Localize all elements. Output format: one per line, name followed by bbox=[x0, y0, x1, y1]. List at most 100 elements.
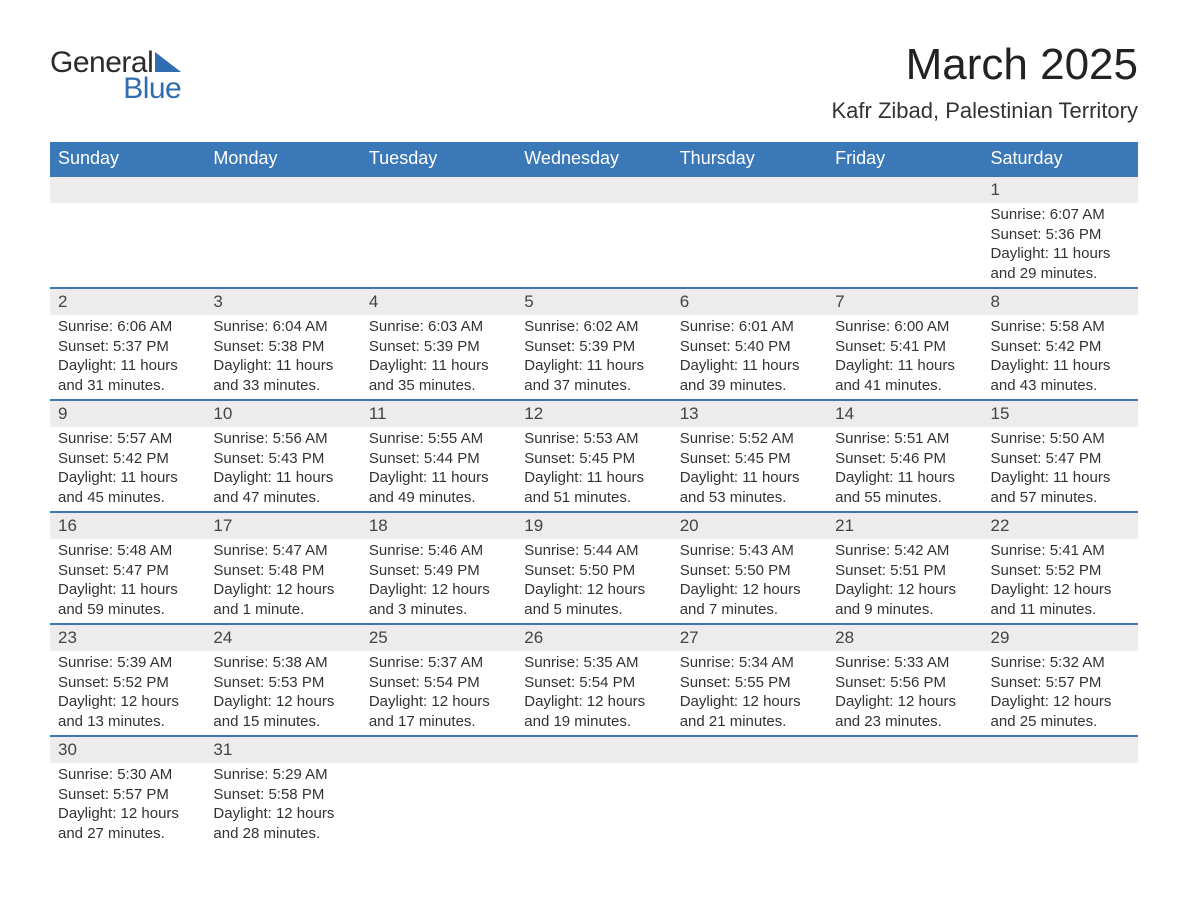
sunset-text: Sunset: 5:58 PM bbox=[213, 785, 352, 805]
daylight-text: Daylight: 11 hours and 51 minutes. bbox=[524, 468, 663, 507]
day-detail-cell: Sunrise: 5:37 AMSunset: 5:54 PMDaylight:… bbox=[361, 651, 516, 736]
day-number-cell bbox=[361, 176, 516, 203]
day-number: 10 bbox=[213, 404, 232, 423]
day-detail-cell: Sunrise: 6:04 AMSunset: 5:38 PMDaylight:… bbox=[205, 315, 360, 400]
day-detail-cell: Sunrise: 5:55 AMSunset: 5:44 PMDaylight:… bbox=[361, 427, 516, 512]
sunset-text: Sunset: 5:52 PM bbox=[58, 673, 197, 693]
day-number: 31 bbox=[213, 740, 232, 759]
day-number: 29 bbox=[991, 628, 1010, 647]
sunset-text: Sunset: 5:47 PM bbox=[991, 449, 1130, 469]
daylight-text: Daylight: 11 hours and 35 minutes. bbox=[369, 356, 508, 395]
daylight-text: Daylight: 12 hours and 7 minutes. bbox=[680, 580, 819, 619]
day-detail-cell: Sunrise: 5:57 AMSunset: 5:42 PMDaylight:… bbox=[50, 427, 205, 512]
daynum-row: 9101112131415 bbox=[50, 400, 1138, 427]
day-number-cell bbox=[516, 736, 671, 763]
day-number: 26 bbox=[524, 628, 543, 647]
sunset-text: Sunset: 5:49 PM bbox=[369, 561, 508, 581]
day-number-cell: 3 bbox=[205, 288, 360, 315]
day-number-cell bbox=[672, 736, 827, 763]
day-detail-cell bbox=[983, 763, 1138, 847]
sunset-text: Sunset: 5:37 PM bbox=[58, 337, 197, 357]
day-detail-cell: Sunrise: 5:56 AMSunset: 5:43 PMDaylight:… bbox=[205, 427, 360, 512]
weekday-header: Sunday bbox=[50, 142, 205, 176]
calendar-table: Sunday Monday Tuesday Wednesday Thursday… bbox=[50, 142, 1138, 847]
day-number-cell: 29 bbox=[983, 624, 1138, 651]
day-number: 18 bbox=[369, 516, 388, 535]
daylight-text: Daylight: 12 hours and 13 minutes. bbox=[58, 692, 197, 731]
day-number-cell bbox=[827, 736, 982, 763]
day-number: 20 bbox=[680, 516, 699, 535]
day-detail-cell: Sunrise: 5:29 AMSunset: 5:58 PMDaylight:… bbox=[205, 763, 360, 847]
sunrise-text: Sunrise: 5:55 AM bbox=[369, 429, 508, 449]
day-number-cell: 18 bbox=[361, 512, 516, 539]
day-detail-cell: Sunrise: 6:06 AMSunset: 5:37 PMDaylight:… bbox=[50, 315, 205, 400]
sunrise-text: Sunrise: 5:30 AM bbox=[58, 765, 197, 785]
sunset-text: Sunset: 5:56 PM bbox=[835, 673, 974, 693]
day-detail-cell: Sunrise: 5:51 AMSunset: 5:46 PMDaylight:… bbox=[827, 427, 982, 512]
daylight-text: Daylight: 12 hours and 23 minutes. bbox=[835, 692, 974, 731]
daylight-text: Daylight: 12 hours and 11 minutes. bbox=[991, 580, 1130, 619]
day-number-cell bbox=[983, 736, 1138, 763]
sunset-text: Sunset: 5:39 PM bbox=[369, 337, 508, 357]
sunset-text: Sunset: 5:50 PM bbox=[680, 561, 819, 581]
sunset-text: Sunset: 5:36 PM bbox=[991, 225, 1130, 245]
day-number: 17 bbox=[213, 516, 232, 535]
day-number: 6 bbox=[680, 292, 689, 311]
detail-row: Sunrise: 5:48 AMSunset: 5:47 PM Daylight:… bbox=[50, 539, 1138, 624]
sunset-text: Sunset: 5:47 PM bbox=[58, 561, 197, 581]
day-detail-cell bbox=[672, 203, 827, 288]
daylight-text: Daylight: 11 hours and 47 minutes. bbox=[213, 468, 352, 507]
title-block: March 2025 Kafr Zibad, Palestinian Terri… bbox=[831, 40, 1138, 124]
sunrise-text: Sunrise: 5:53 AM bbox=[524, 429, 663, 449]
day-number-cell: 30 bbox=[50, 736, 205, 763]
day-detail-cell: Sunrise: 5:38 AMSunset: 5:53 PMDaylight:… bbox=[205, 651, 360, 736]
detail-row: Sunrise: 5:30 AMSunset: 5:57 PMDaylight:… bbox=[50, 763, 1138, 847]
daynum-row: 16171819202122 bbox=[50, 512, 1138, 539]
sunrise-text: Sunrise: 5:42 AM bbox=[835, 541, 974, 561]
sunset-text: Sunset: 5:54 PM bbox=[524, 673, 663, 693]
day-detail-cell: Sunrise: 5:32 AMSunset: 5:57 PMDaylight:… bbox=[983, 651, 1138, 736]
day-detail-cell: Sunrise: 5:41 AMSunset: 5:52 PMDaylight:… bbox=[983, 539, 1138, 624]
day-detail-cell: Sunrise: 5:34 AMSunset: 5:55 PMDaylight:… bbox=[672, 651, 827, 736]
sunset-text: Sunset: 5:48 PM bbox=[213, 561, 352, 581]
weekday-header: Saturday bbox=[983, 142, 1138, 176]
sunrise-text: Sunrise: 5:57 AM bbox=[58, 429, 197, 449]
sunrise-text: Sunrise: 5:48 AM bbox=[58, 541, 197, 561]
sunset-text: Sunset: 5:42 PM bbox=[991, 337, 1130, 357]
day-number: 13 bbox=[680, 404, 699, 423]
day-number-cell: 17 bbox=[205, 512, 360, 539]
day-number-cell: 16 bbox=[50, 512, 205, 539]
day-detail-cell bbox=[361, 763, 516, 847]
daynum-row: 2345678 bbox=[50, 288, 1138, 315]
sunrise-text: Sunrise: 6:03 AM bbox=[369, 317, 508, 337]
sunset-text: Sunset: 5:57 PM bbox=[991, 673, 1130, 693]
day-number: 16 bbox=[58, 516, 77, 535]
day-detail-cell bbox=[361, 203, 516, 288]
sunset-text: Sunset: 5:55 PM bbox=[680, 673, 819, 693]
day-detail-cell: Sunrise: 5:30 AMSunset: 5:57 PMDaylight:… bbox=[50, 763, 205, 847]
day-number: 3 bbox=[213, 292, 222, 311]
header: General Blue March 2025 Kafr Zibad, Pale… bbox=[50, 40, 1138, 124]
daylight-text: Daylight: 12 hours and 25 minutes. bbox=[991, 692, 1130, 731]
day-number: 15 bbox=[991, 404, 1010, 423]
weekday-header: Tuesday bbox=[361, 142, 516, 176]
location: Kafr Zibad, Palestinian Territory bbox=[831, 98, 1138, 124]
daylight-text: Daylight: 12 hours and 19 minutes. bbox=[524, 692, 663, 731]
day-number-cell: 20 bbox=[672, 512, 827, 539]
sunset-text: Sunset: 5:39 PM bbox=[524, 337, 663, 357]
daylight-text: Daylight: 11 hours and 37 minutes. bbox=[524, 356, 663, 395]
sunset-text: Sunset: 5:41 PM bbox=[835, 337, 974, 357]
sunrise-text: Sunrise: 6:01 AM bbox=[680, 317, 819, 337]
day-detail-cell bbox=[50, 203, 205, 288]
daylight-text: Daylight: 11 hours and 29 minutes. bbox=[991, 244, 1130, 283]
sunrise-text: Sunrise: 6:07 AM bbox=[991, 205, 1130, 225]
day-detail-cell: Sunrise: 5:35 AMSunset: 5:54 PMDaylight:… bbox=[516, 651, 671, 736]
sunrise-text: Sunrise: 5:47 AM bbox=[213, 541, 352, 561]
sunrise-text: Sunrise: 5:33 AM bbox=[835, 653, 974, 673]
day-detail-cell: Sunrise: 5:53 AMSunset: 5:45 PMDaylight:… bbox=[516, 427, 671, 512]
day-detail-cell bbox=[672, 763, 827, 847]
day-number-cell: 8 bbox=[983, 288, 1138, 315]
day-detail-cell: Sunrise: 5:43 AMSunset: 5:50 PMDaylight:… bbox=[672, 539, 827, 624]
detail-row: Sunrise: 5:39 AMSunset: 5:52 PMDaylight:… bbox=[50, 651, 1138, 736]
day-number-cell: 7 bbox=[827, 288, 982, 315]
